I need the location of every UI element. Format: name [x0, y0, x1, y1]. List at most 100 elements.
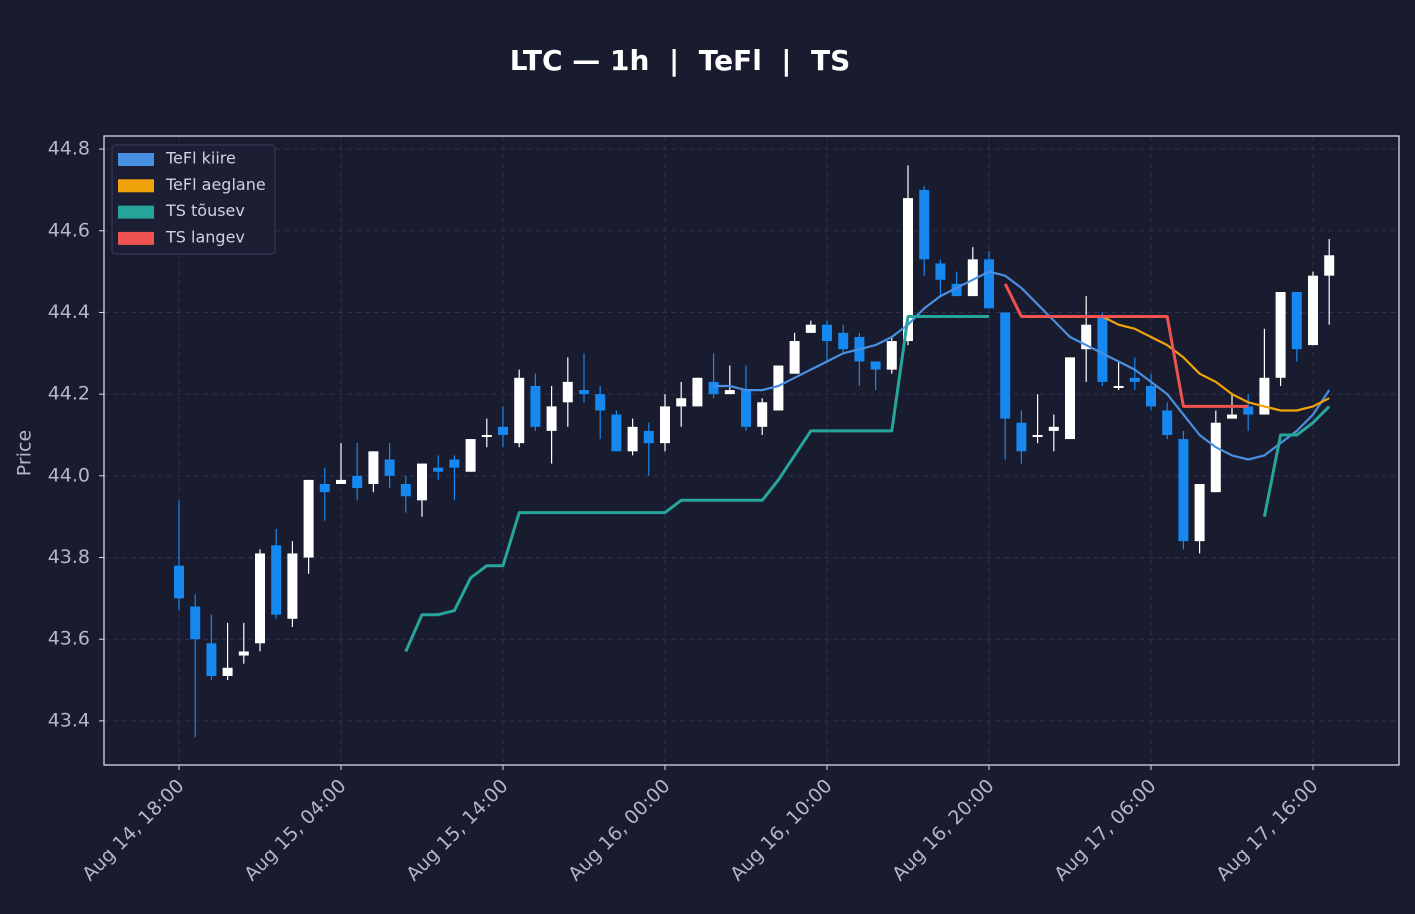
- candle-body: [190, 606, 201, 640]
- candle-body: [984, 259, 994, 309]
- y-tick-label: 43.6: [48, 628, 90, 650]
- line-series: [1003, 283, 1249, 408]
- candle-body: [919, 189, 930, 260]
- legend-label: TeFl aeglane: [165, 175, 266, 194]
- candle-body: [1178, 439, 1189, 542]
- candle-body: [1065, 357, 1075, 440]
- candle-body: [741, 390, 751, 427]
- candle-body: [1000, 312, 1011, 419]
- candle-body: [1210, 422, 1221, 493]
- candle-body: [546, 406, 557, 431]
- candle-body: [611, 414, 622, 452]
- candle-body: [319, 483, 330, 493]
- candle-body: [903, 198, 913, 342]
- candle-body: [935, 263, 946, 280]
- candle-body: [174, 565, 184, 599]
- legend-label: TS langev: [165, 227, 245, 246]
- candle-body: [1275, 292, 1286, 378]
- candle-body: [579, 390, 589, 395]
- candle-body: [822, 324, 832, 342]
- line-series: [713, 270, 1331, 461]
- candle-body: [465, 439, 476, 472]
- candle-body: [1081, 324, 1092, 350]
- candle-body: [1308, 275, 1318, 346]
- candle-body: [433, 467, 444, 472]
- candle-body: [562, 381, 573, 403]
- candle-body: [1324, 255, 1335, 276]
- legend: TeFl kiire TeFl aeglane TS tõusev TS langev: [111, 144, 276, 255]
- candle-body: [1291, 292, 1302, 350]
- candle-body: [789, 341, 800, 374]
- y-tick-label: 44.6: [48, 219, 90, 241]
- candle-body: [303, 479, 314, 558]
- line-series: [404, 315, 1331, 653]
- legend-swatch: [118, 179, 154, 193]
- y-tick-label: 44.0: [48, 464, 90, 486]
- legend-label: TS tõusev: [165, 201, 245, 220]
- y-tick-label: 43.8: [48, 546, 90, 568]
- candle-body: [1162, 410, 1173, 435]
- candle-body: [660, 406, 670, 444]
- plot: [174, 165, 1335, 738]
- candle-body: [1194, 483, 1205, 542]
- candle-body: [870, 361, 881, 370]
- legend-swatch: [118, 153, 154, 166]
- candle-body: [352, 475, 363, 489]
- candle-body: [757, 402, 768, 427]
- candle-body: [595, 394, 606, 411]
- candle-body: [255, 553, 265, 644]
- candle-body: [1146, 385, 1156, 407]
- candle-body: [886, 341, 897, 370]
- y-axis-label: Price: [14, 430, 36, 476]
- candle-body: [724, 390, 735, 395]
- candle-body: [708, 381, 719, 395]
- candle-body: [838, 332, 849, 350]
- candle-body: [498, 426, 508, 435]
- candle-body: [238, 651, 249, 656]
- candle-body: [287, 553, 298, 619]
- candle-body: [400, 483, 411, 497]
- candle-body: [1097, 316, 1108, 382]
- candle-body: [1129, 377, 1140, 382]
- candle-body: [1032, 434, 1043, 437]
- candle-body: [1016, 422, 1027, 452]
- candle-body: [481, 434, 492, 437]
- candle-body: [206, 643, 217, 676]
- legend-label: TeFl kiire: [165, 149, 236, 168]
- candle-body: [384, 459, 395, 476]
- y-tick-label: 43.4: [48, 709, 90, 731]
- candle-body: [805, 324, 816, 333]
- candle-body: [951, 283, 962, 297]
- grid: [99, 136, 1399, 770]
- legend-swatch: [118, 231, 154, 245]
- candle-body: [676, 398, 687, 407]
- line-series: [1101, 315, 1330, 412]
- y-tick-label: 44.2: [48, 383, 90, 405]
- candle-body: [514, 377, 525, 444]
- candle-body: [692, 377, 703, 407]
- candle-body: [627, 426, 638, 452]
- candle-body: [449, 459, 460, 468]
- plot-frame: [103, 135, 1400, 766]
- candle-body: [271, 545, 282, 615]
- legend-swatch: [118, 205, 154, 219]
- candle-body: [1259, 377, 1270, 415]
- chart-title: LTC — 1h | TeFl | TS: [510, 44, 851, 77]
- candle-body: [773, 365, 784, 411]
- legend-box: [111, 144, 276, 255]
- candle-body: [1048, 426, 1059, 431]
- candle-body: [1113, 385, 1124, 388]
- y-tick-label: 44.4: [48, 301, 90, 323]
- candle-body: [222, 667, 233, 676]
- candle-body: [643, 430, 654, 444]
- candle-body: [417, 463, 427, 501]
- candle-body: [967, 259, 978, 297]
- y-tick-label: 44.8: [48, 138, 90, 160]
- candle-body: [368, 451, 379, 484]
- candle-body: [530, 385, 541, 427]
- candle-body: [1243, 406, 1254, 415]
- candle-body: [336, 479, 346, 484]
